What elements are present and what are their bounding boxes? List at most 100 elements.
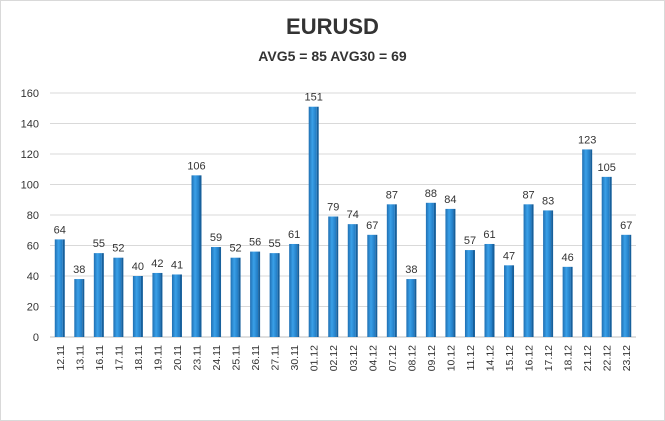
data-label: 61 [288,229,300,241]
y-tick-label: 160 [21,88,39,100]
data-label: 87 [386,189,398,201]
bar-shade [609,176,612,337]
x-tick-label: 27.11 [270,345,282,371]
bar-shade [297,243,300,337]
x-tick-label: 09.12 [426,345,438,371]
data-label: 151 [305,92,323,104]
x-tick-label: 23.11 [192,345,204,371]
data-label: 83 [542,195,554,207]
bar-shade [512,265,515,337]
x-tick-label: 02.12 [328,345,340,371]
bar-shade [316,106,319,337]
y-tick-label: 0 [33,332,39,344]
bar-shade [551,210,554,337]
bar-shade [336,216,339,337]
bar-shade [238,257,241,337]
data-label: 47 [503,250,515,262]
x-tick-label: 23.12 [621,345,633,371]
x-tick-label: 26.11 [250,345,262,371]
data-label: 42 [151,258,163,270]
bar [582,149,591,337]
x-tick-label: 07.12 [387,345,399,371]
data-label: 123 [578,134,596,146]
chart-title: EURUSD [286,14,379,39]
bar [152,272,161,337]
x-tick-label: 11.12 [465,345,477,371]
bar-shade [414,279,417,337]
data-label: 105 [598,162,616,174]
bar [132,276,141,337]
x-tick-label: 10.12 [445,345,457,371]
data-label: 87 [522,189,534,201]
bar [367,234,376,337]
bar-shade [121,257,124,337]
bar-shade [492,243,495,337]
x-tick-label: 18.11 [133,345,145,371]
data-label: 38 [405,264,417,276]
bar-shade [531,204,534,337]
x-tick-label: 04.12 [367,345,379,371]
bar [93,253,102,337]
data-label: 88 [425,188,437,200]
x-tick-label: 01.12 [309,345,321,371]
data-label: 67 [620,220,632,232]
bar-shade [258,251,261,337]
data-label: 106 [187,160,205,172]
y-tick-label: 100 [21,180,39,192]
bar [308,106,317,337]
bar-shade [433,202,436,337]
bar [445,208,454,337]
data-label: 57 [464,235,476,247]
x-tick-label: 12.11 [55,345,67,371]
x-tick-label: 14.12 [485,345,497,371]
data-label: 52 [112,243,124,255]
bar-shade [277,253,280,337]
data-label: 56 [249,237,261,249]
bar-shade [629,234,632,337]
bar [113,257,122,337]
data-label: 46 [562,252,574,264]
bar [328,216,337,337]
x-tick-label: 21.12 [582,345,594,371]
bar [250,251,259,337]
bar [211,247,220,337]
bar [484,243,493,337]
x-tick-label: 03.12 [348,345,360,371]
x-tick-label: 15.12 [504,345,516,371]
bar-shade [179,274,182,337]
data-label: 40 [132,261,144,273]
bar-shade [62,239,65,337]
x-tick-label: 17.12 [543,345,555,371]
chart-subtitle: AVG5 = 85 AVG30 = 69 [258,48,407,64]
data-label: 84 [444,194,456,206]
bar-shade [199,175,202,337]
data-label: 55 [93,238,105,250]
bar-shade [394,204,397,337]
bar [621,234,630,337]
y-tick-label: 80 [27,210,39,222]
y-tick-label: 40 [27,271,39,283]
bar [171,274,180,337]
bar [543,210,552,337]
bar [464,250,473,337]
data-label: 61 [483,229,495,241]
x-tick-label: 22.12 [602,345,614,371]
y-tick-label: 20 [27,302,39,314]
bar-shade [570,266,573,337]
data-label: 59 [210,232,222,244]
x-tick-label: 19.11 [152,345,164,371]
bar [191,175,200,337]
x-tick-label: 16.11 [94,345,106,371]
gridlines [50,92,636,338]
bar [386,204,395,337]
bar-shade [101,253,104,337]
x-tick-label: 25.11 [231,345,243,371]
bar-shade [453,208,456,337]
bar [347,224,356,337]
data-label: 74 [347,209,359,221]
data-label: 38 [73,264,85,276]
x-tick-label: 17.11 [113,345,125,371]
bar-shade [590,149,593,337]
